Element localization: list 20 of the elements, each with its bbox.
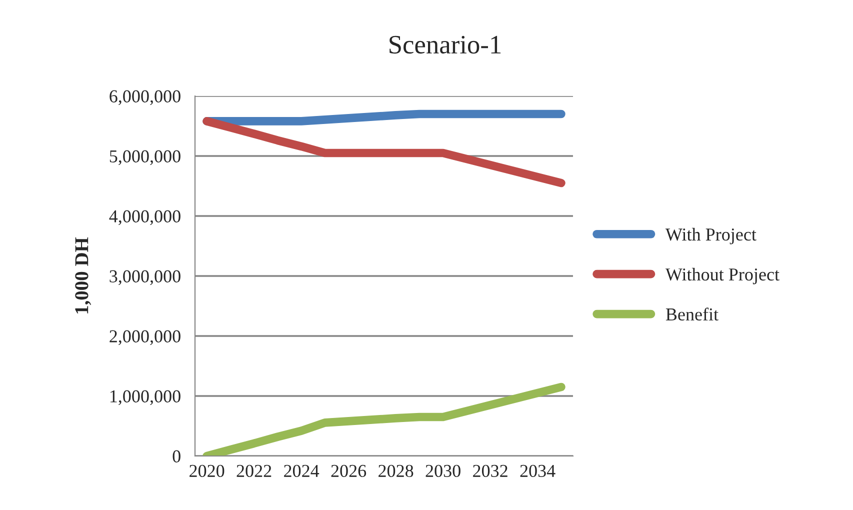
y-tick-label: 4,000,000: [109, 210, 180, 226]
x-tick-label: 2034: [520, 464, 556, 478]
y-tick-label: 1,000,000: [110, 390, 180, 406]
x-tick-label: 2028: [378, 464, 414, 478]
x-tick-label: 2024: [284, 464, 320, 478]
x-tick-label: 2026: [331, 464, 366, 478]
y-axis-title: 1,000 DH: [75, 237, 92, 314]
chart-title: Scenario-1: [390, 36, 501, 54]
x-tick-label: 2022: [236, 464, 272, 478]
legend-label: Without Project: [665, 268, 780, 284]
legend-label: With Project: [665, 228, 756, 244]
y-tick-label: 6,000,000: [110, 90, 180, 106]
y-tick-label: 0: [172, 450, 180, 462]
x-tick-label: 2020: [190, 464, 224, 478]
y-tick-label: 5,000,000: [110, 150, 180, 166]
x-tick-label: 2032: [473, 464, 508, 478]
y-tick-label: 3,000,000: [110, 270, 180, 286]
x-tick-label: 2030: [426, 464, 460, 478]
legend-label: Benefit: [666, 308, 718, 321]
y-tick-label: 2,000,000: [110, 330, 180, 346]
